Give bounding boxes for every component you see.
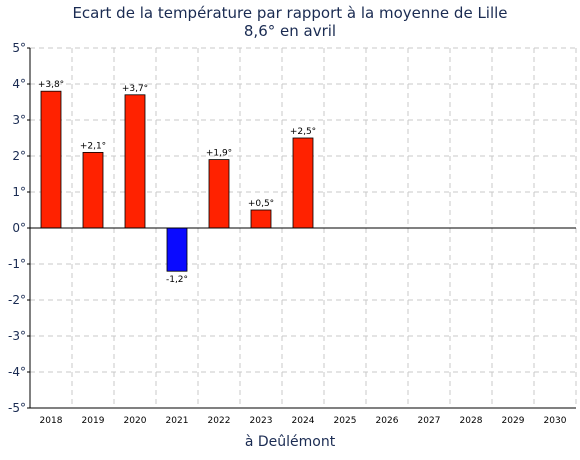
x-tick-label: 2021 — [166, 416, 189, 426]
x-tick-label: 2029 — [502, 416, 525, 426]
bar-2021 — [166, 227, 188, 272]
data-label-2021: -1,2° — [166, 275, 188, 285]
data-label-2020: +3,7° — [122, 84, 148, 94]
y-tick-label: 3° — [12, 113, 26, 127]
x-tick-label: 2025 — [334, 416, 357, 426]
bar-2018 — [40, 90, 62, 229]
x-tick-label: 2026 — [376, 416, 399, 426]
bar-2020 — [124, 94, 146, 229]
y-tick-label: -3° — [8, 329, 26, 343]
x-tick-label: 2018 — [40, 416, 63, 426]
x-tick-label: 2022 — [208, 416, 231, 426]
chart-title: Ecart de la température par rapport à la… — [72, 4, 508, 22]
data-label-2018: +3,8° — [38, 80, 64, 90]
x-tick-label: 2030 — [544, 416, 567, 426]
bar-2024 — [292, 137, 314, 229]
bar-2022 — [208, 159, 230, 229]
y-tick-label: 5° — [12, 41, 26, 55]
data-label-2023: +0,5° — [248, 199, 274, 209]
y-tick-label: 0° — [12, 221, 26, 235]
x-tick-label: 2020 — [124, 416, 147, 426]
data-label-2019: +2,1° — [80, 141, 106, 151]
y-tick-label: -5° — [8, 401, 26, 415]
x-tick-label: 2027 — [418, 416, 441, 426]
bar-2023 — [250, 209, 272, 229]
y-tick-label: -1° — [8, 257, 26, 271]
y-tick-label: -4° — [8, 365, 26, 379]
x-tick-label: 2024 — [292, 416, 315, 426]
x-tick-label: 2028 — [460, 416, 483, 426]
bar-2019 — [82, 151, 104, 229]
x-axis-label: à Deûlémont — [244, 434, 336, 450]
y-tick-label: 1° — [12, 185, 26, 199]
x-tick-label: 2023 — [250, 416, 273, 426]
x-tick-label: 2019 — [82, 416, 105, 426]
y-tick-label: -2° — [8, 293, 26, 307]
data-label-2024: +2,5° — [290, 127, 316, 137]
data-label-2022: +1,9° — [206, 149, 232, 159]
y-tick-label: 2° — [12, 149, 26, 163]
chart-subtitle: 8,6° en avril — [243, 22, 337, 40]
y-tick-label: 4° — [12, 77, 26, 91]
